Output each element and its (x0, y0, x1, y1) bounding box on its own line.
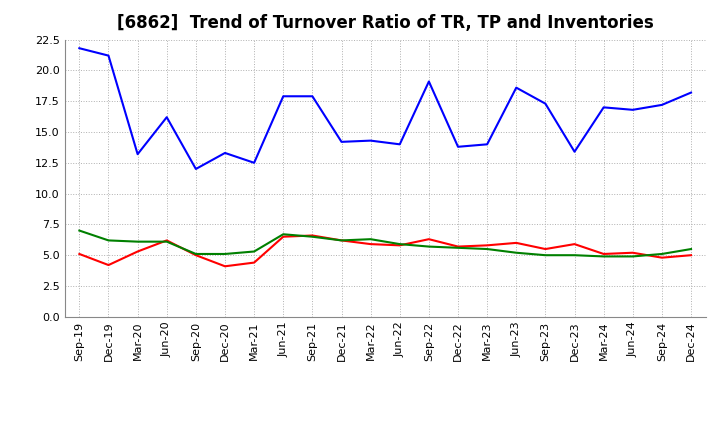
Trade Receivables (512, 240, 521, 246)
Inventories (308, 234, 317, 239)
Trade Payables (454, 144, 462, 150)
Inventories (75, 228, 84, 233)
Line: Trade Payables: Trade Payables (79, 48, 691, 169)
Trade Receivables (104, 262, 113, 268)
Trade Payables (308, 94, 317, 99)
Title: [6862]  Trend of Turnover Ratio of TR, TP and Inventories: [6862] Trend of Turnover Ratio of TR, TP… (117, 15, 654, 33)
Trade Receivables (599, 251, 608, 257)
Inventories (483, 246, 492, 252)
Inventories (657, 251, 666, 257)
Inventories (366, 237, 375, 242)
Inventories (687, 246, 696, 252)
Trade Receivables (366, 242, 375, 247)
Trade Receivables (192, 253, 200, 258)
Trade Receivables (220, 264, 229, 269)
Inventories (250, 249, 258, 254)
Trade Receivables (657, 255, 666, 260)
Inventories (599, 254, 608, 259)
Trade Receivables (279, 234, 287, 239)
Trade Payables (192, 166, 200, 172)
Trade Payables (483, 142, 492, 147)
Trade Receivables (337, 238, 346, 243)
Trade Receivables (483, 243, 492, 248)
Inventories (104, 238, 113, 243)
Trade Payables (250, 160, 258, 165)
Inventories (337, 238, 346, 243)
Trade Payables (104, 53, 113, 58)
Trade Payables (279, 94, 287, 99)
Inventories (163, 239, 171, 244)
Trade Payables (133, 151, 142, 157)
Inventories (133, 239, 142, 244)
Inventories (454, 245, 462, 250)
Trade Payables (337, 139, 346, 144)
Inventories (425, 244, 433, 249)
Inventories (541, 253, 550, 258)
Trade Payables (425, 79, 433, 84)
Inventories (629, 254, 637, 259)
Trade Receivables (425, 237, 433, 242)
Trade Payables (395, 142, 404, 147)
Trade Receivables (133, 249, 142, 254)
Trade Receivables (395, 243, 404, 248)
Trade Receivables (250, 260, 258, 265)
Trade Payables (541, 101, 550, 106)
Trade Receivables (454, 244, 462, 249)
Inventories (279, 231, 287, 237)
Trade Payables (657, 102, 666, 107)
Trade Payables (75, 46, 84, 51)
Trade Payables (512, 85, 521, 90)
Trade Payables (163, 114, 171, 120)
Trade Receivables (629, 250, 637, 255)
Line: Inventories: Inventories (79, 231, 691, 257)
Trade Payables (629, 107, 637, 113)
Trade Receivables (687, 253, 696, 258)
Inventories (192, 251, 200, 257)
Inventories (570, 253, 579, 258)
Trade Payables (366, 138, 375, 143)
Trade Payables (570, 149, 579, 154)
Trade Receivables (541, 246, 550, 252)
Trade Payables (599, 105, 608, 110)
Line: Trade Receivables: Trade Receivables (79, 235, 691, 266)
Trade Receivables (308, 233, 317, 238)
Trade Payables (687, 90, 696, 95)
Trade Receivables (163, 238, 171, 243)
Trade Receivables (570, 242, 579, 247)
Inventories (220, 251, 229, 257)
Inventories (512, 250, 521, 255)
Trade Receivables (75, 251, 84, 257)
Trade Payables (220, 150, 229, 156)
Inventories (395, 242, 404, 247)
